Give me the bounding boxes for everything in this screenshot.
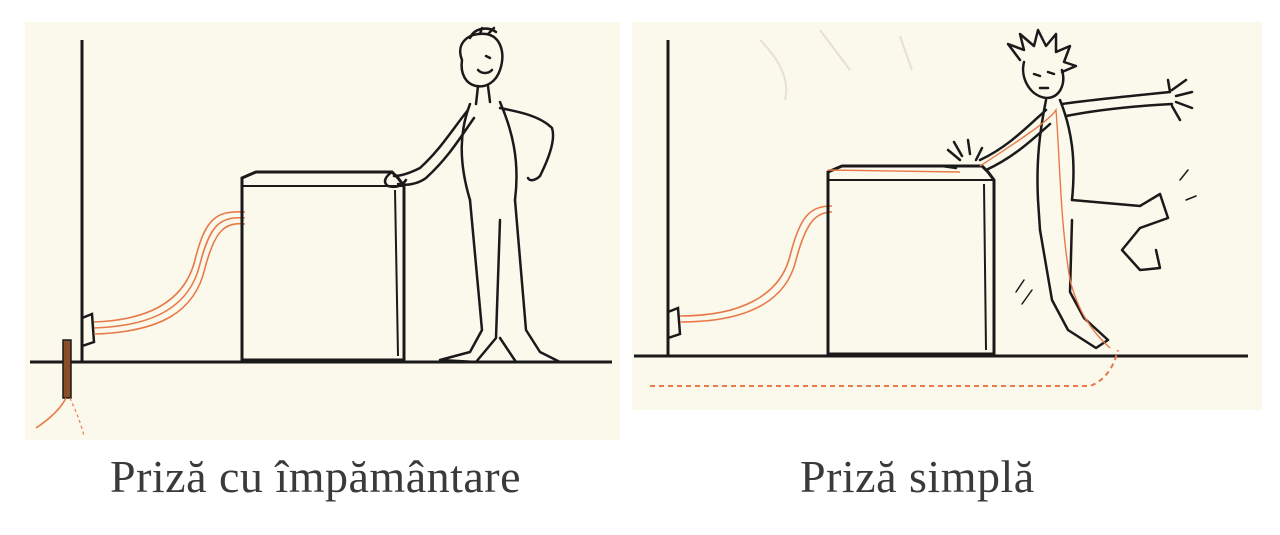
calm-person — [383, 26, 562, 364]
leakage-current-path — [650, 349, 1119, 387]
ground-current-path — [69, 397, 85, 437]
ground-rod — [62, 339, 72, 399]
wall-outlet — [666, 306, 682, 340]
caption-simple-outlet: Priză simplă — [800, 451, 1035, 502]
simple-outlet-illustration — [632, 22, 1262, 410]
grounded-outlet-panel: Priză cu împământare — [25, 22, 620, 502]
power-cable — [679, 205, 833, 323]
simple-outlet-panel: Priză simplă — [620, 0, 1280, 535]
grounded-outlet-illustration — [25, 22, 620, 440]
wall-outlet — [80, 312, 96, 348]
power-cable — [93, 210, 246, 335]
scan-ghosting — [759, 29, 913, 101]
paper-background — [632, 22, 1262, 410]
body-current-path — [979, 107, 1111, 349]
appliance — [826, 164, 996, 356]
shocked-person — [940, 28, 1197, 350]
ground-wire — [35, 397, 67, 429]
caption-grounded-outlet: Priză cu împământare — [110, 451, 522, 502]
live-chassis-current — [827, 169, 961, 173]
paper-background — [25, 22, 620, 440]
